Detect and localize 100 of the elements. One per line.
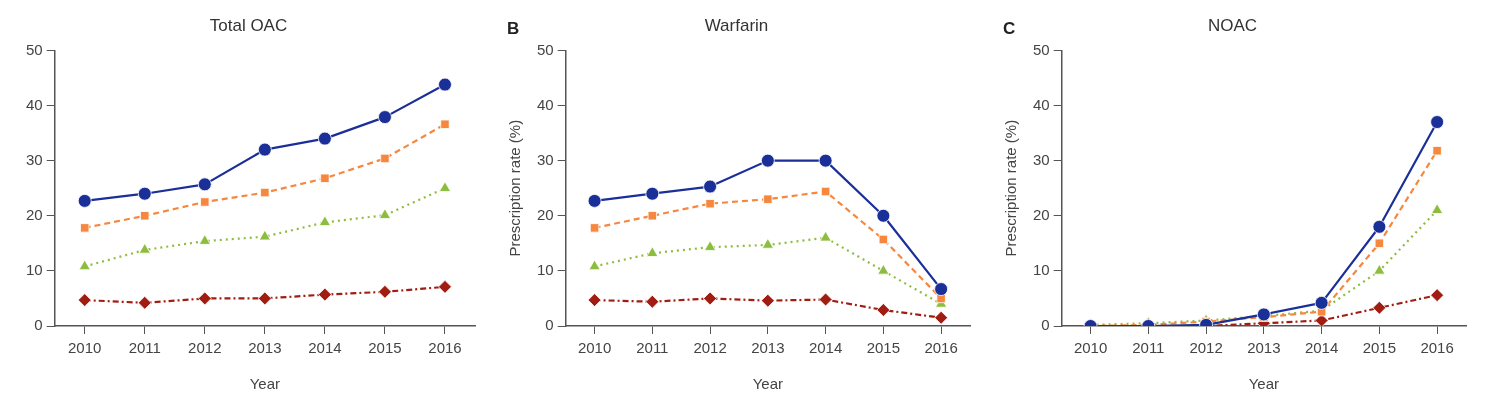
point: [703, 179, 717, 194]
point: [138, 243, 151, 254]
point: [589, 223, 600, 233]
y-tick-label: 50: [1033, 40, 1050, 58]
point: [200, 197, 210, 207]
chart-title: Warfarin: [704, 15, 769, 35]
point: [198, 234, 211, 245]
x-axis-title: Year: [1248, 375, 1279, 393]
y-tick-label: 20: [1033, 205, 1050, 223]
text: C: [1003, 18, 1016, 38]
point: [761, 238, 774, 249]
point: [197, 291, 212, 306]
x-axis-title: Year: [752, 375, 783, 393]
point: [645, 186, 660, 201]
point: [705, 198, 715, 209]
x-tick-label: 2016: [924, 339, 958, 357]
x-tick-label: 2010: [577, 339, 612, 357]
y-tick-label: 40: [1033, 95, 1050, 113]
point: [78, 259, 91, 271]
x-tick-label: 2014: [1304, 339, 1339, 357]
point: [818, 292, 833, 307]
point: [257, 291, 272, 306]
point: [1430, 288, 1445, 303]
x-tick-label: 2013: [248, 339, 282, 357]
y-tick-label: 0: [1041, 316, 1050, 334]
point: [588, 259, 601, 271]
point: [438, 279, 452, 294]
point: [646, 246, 659, 257]
point: [877, 263, 890, 275]
x-tick-label: 2011: [636, 339, 669, 357]
point: [260, 187, 270, 198]
x-tick-label: 2016: [428, 339, 462, 357]
y-tick-label: 40: [537, 95, 554, 113]
point: [438, 181, 452, 192]
y-tick-label: 10: [1033, 261, 1050, 279]
y-tick-label: 0: [34, 316, 43, 334]
x-tick-label: 2015: [368, 339, 402, 357]
point: [1430, 115, 1445, 129]
y-tick-label: 10: [26, 261, 43, 279]
point: [137, 186, 152, 201]
chart-title: NOAC: [1207, 15, 1258, 35]
text: B: [507, 18, 520, 38]
point: [820, 186, 831, 197]
point: [438, 77, 452, 92]
point: [647, 211, 657, 221]
point: [317, 131, 332, 146]
point: [645, 294, 660, 309]
point: [1431, 203, 1444, 214]
x-tick-label: 2014: [808, 339, 843, 357]
point: [760, 153, 775, 168]
chart-title: Total OAC: [209, 15, 288, 35]
y-tick-label: 50: [26, 40, 43, 58]
x-tick-label: 2013: [751, 339, 785, 357]
y-axis-title: Prescription rate (%): [1002, 119, 1020, 257]
point: [703, 291, 717, 306]
point: [1372, 300, 1387, 315]
point: [80, 223, 90, 233]
point: [587, 193, 602, 208]
point: [77, 293, 92, 307]
point: [818, 153, 833, 168]
point: [876, 208, 891, 223]
x-axis-title: Year: [249, 375, 280, 393]
y-tick-label: 10: [537, 261, 554, 279]
point: [140, 211, 150, 221]
y-tick-label: 0: [545, 316, 554, 334]
point: [587, 293, 602, 307]
y-tick-label: 50: [537, 40, 554, 58]
x-tick-label: 2012: [1189, 339, 1223, 357]
y-tick-label: 20: [537, 205, 554, 223]
point: [317, 287, 332, 302]
point: [258, 229, 271, 241]
point: [137, 295, 152, 310]
y-tick-label: 30: [26, 150, 43, 168]
x-tick-label: 2014: [308, 339, 342, 357]
point: [934, 310, 949, 325]
y-axis-title: Prescription rate (%): [506, 119, 524, 257]
x-tick-label: 2010: [1073, 339, 1108, 357]
point: [77, 193, 92, 208]
y-tick-label: 20: [26, 205, 43, 223]
x-tick-label: 2016: [1420, 339, 1454, 357]
x-tick-label: 2011: [1132, 339, 1165, 357]
point: [378, 284, 392, 299]
point: [819, 230, 832, 242]
x-tick-label: 2013: [1247, 339, 1281, 357]
point: [760, 293, 775, 308]
point: [440, 119, 450, 129]
point: [1314, 295, 1329, 310]
point: [257, 142, 272, 157]
x-tick-label: 2012: [693, 339, 727, 357]
x-tick-label: 2010: [68, 339, 102, 357]
point: [876, 303, 891, 317]
point: [320, 173, 330, 183]
point: [1373, 263, 1386, 275]
x-tick-label: 2011: [128, 339, 161, 357]
point: [378, 110, 392, 124]
x-tick-label: 2015: [1362, 339, 1397, 357]
point: [878, 234, 888, 245]
point: [197, 177, 212, 192]
x-tick-label: 2012: [188, 339, 222, 357]
point: [1432, 146, 1442, 156]
